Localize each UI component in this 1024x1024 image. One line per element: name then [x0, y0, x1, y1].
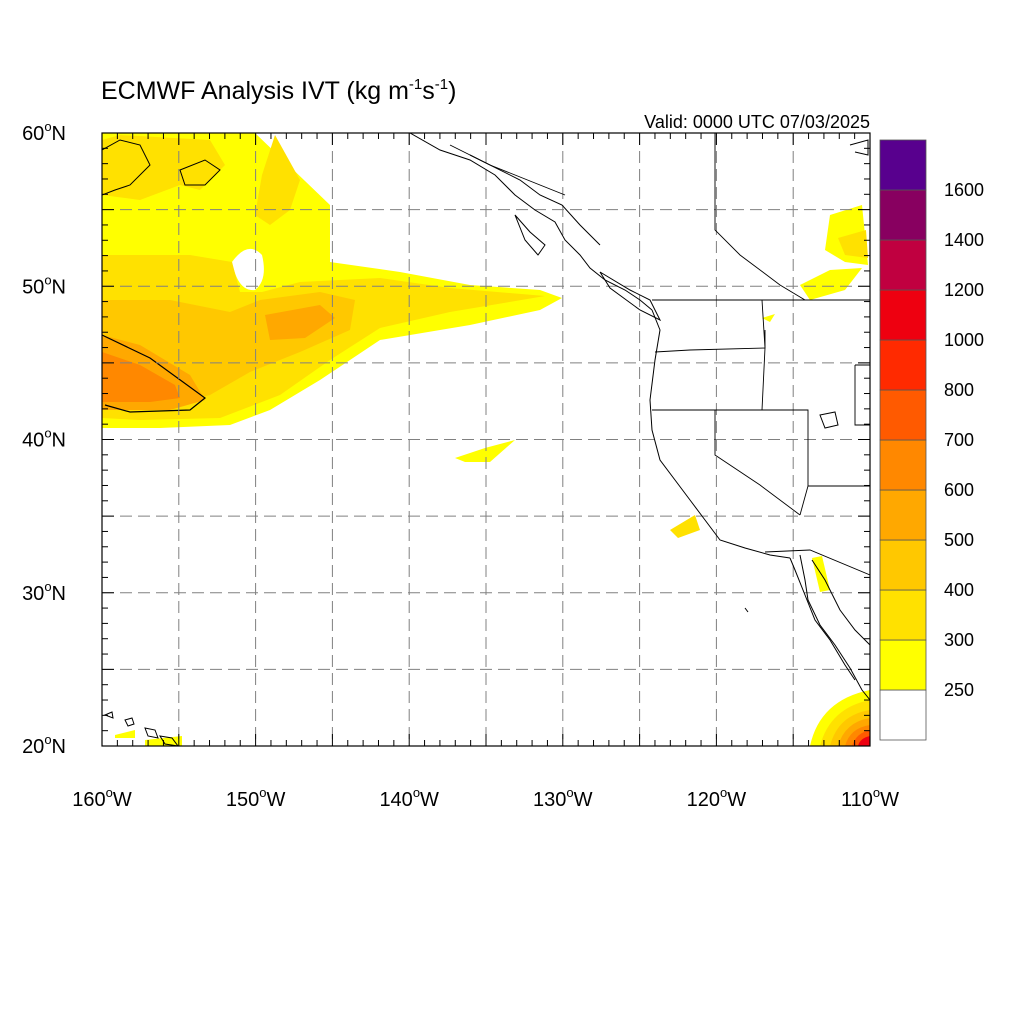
colorbar-label: 300 [944, 630, 974, 650]
plot-area [102, 133, 870, 746]
lon-label: 140oW [379, 785, 439, 811]
ivt-tropical-corner [810, 690, 870, 746]
latitude-labels: 20oN 30oN 40oN 50oN 60oN [22, 119, 66, 758]
lon-label: 110oW [841, 785, 899, 811]
ivt-contour-600 [102, 352, 180, 402]
valid-time-label: Valid: 0000 UTC 07/03/2025 [644, 112, 870, 132]
colorbar-box [879, 389, 927, 441]
colorbar-label: 400 [944, 580, 974, 600]
colorbar-label: 500 [944, 530, 974, 550]
colorbar-label: 1200 [944, 280, 984, 300]
colorbar-label: 1400 [944, 230, 984, 250]
coastlines [102, 133, 870, 746]
colorbar-box [879, 589, 927, 641]
colorbar-label: 250 [944, 680, 974, 700]
colorbar-box [879, 439, 927, 491]
lon-label: 150oW [226, 785, 286, 811]
lat-label: 50oN [22, 272, 66, 298]
lat-label: 20oN [22, 732, 66, 758]
lat-label: 30oN [22, 579, 66, 605]
colorbar-label: 700 [944, 430, 974, 450]
colorbar-box [879, 289, 927, 341]
colorbar-box [879, 489, 927, 541]
colorbar-label: 600 [944, 480, 974, 500]
colorbar-box [879, 689, 927, 741]
lon-label: 120oW [687, 785, 747, 811]
colorbar-box [879, 189, 927, 241]
axis-ticks [102, 133, 870, 746]
state-boundaries [449, 133, 870, 576]
colorbar-label: 1600 [944, 180, 984, 200]
longitude-labels: 160oW 150oW 140oW 130oW 120oW 110oW [72, 785, 899, 811]
colorbar-box [879, 139, 927, 191]
colorbar-label: 1000 [944, 330, 984, 350]
colorbar: 250 300 400 500 600 700 800 1000 1200 1400 1600 [879, 139, 984, 741]
colorbar-box [879, 639, 927, 691]
map-title: ECMWF Analysis IVT (kg m-1s-1) [101, 76, 456, 105]
map-gridlines [102, 133, 870, 746]
lon-label: 160oW [72, 785, 132, 811]
lat-label: 60oN [22, 119, 66, 145]
plot-frame [101, 132, 871, 747]
lat-label: 40oN [22, 426, 66, 452]
colorbar-box [879, 339, 927, 391]
colorbar-box [879, 239, 927, 291]
colorbar-label: 800 [944, 380, 974, 400]
ivt-contour-line-500 [102, 334, 206, 413]
colorbar-box [879, 539, 927, 591]
lon-label: 130oW [533, 785, 593, 811]
